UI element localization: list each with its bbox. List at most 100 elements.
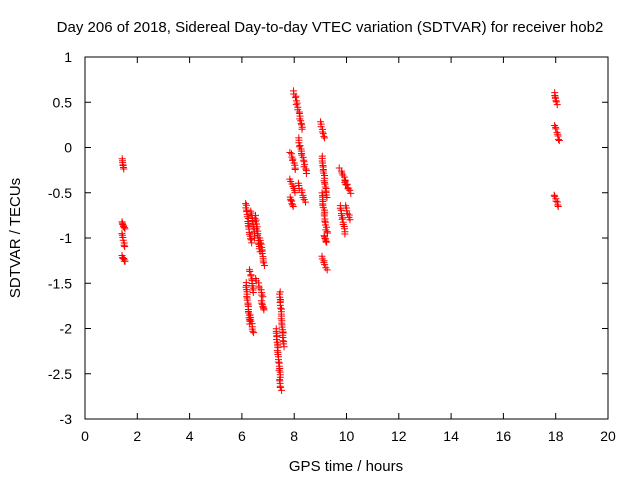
data-point [343, 207, 351, 215]
data-point [248, 239, 256, 247]
data-point [302, 165, 310, 173]
data-point [258, 299, 266, 307]
y-tick-label: 0 [64, 140, 72, 156]
data-point [302, 169, 310, 177]
data-point [551, 121, 559, 129]
plot-frame [84, 56, 609, 420]
data-point [120, 241, 128, 249]
x-tick-label: 8 [290, 428, 298, 444]
chart-title: Day 206 of 2018, Sidereal Day-to-day VTE… [57, 19, 604, 36]
data-point [321, 183, 329, 191]
data-point [291, 166, 299, 174]
data-point [342, 180, 350, 188]
data-point [291, 94, 299, 102]
data-point [279, 337, 287, 345]
data-point [293, 99, 301, 107]
data-point [300, 156, 308, 164]
data-point [321, 134, 329, 142]
data-point [554, 135, 562, 143]
x-axis-label: GPS time / hours [289, 458, 403, 475]
data-point [120, 224, 128, 232]
data-point [321, 217, 329, 225]
axis-ticks: 0 2 4 6 8 10 12 14 16 18 20 1 0.5 0 -0.5 -1 -1.5 -2 -2.5 -3 [48, 49, 616, 444]
data-point [341, 230, 349, 238]
data-point [346, 216, 354, 224]
data-point [346, 186, 354, 194]
data-point [275, 358, 283, 366]
x-tick-label: 20 [600, 428, 616, 444]
data-point [338, 215, 346, 223]
y-tick-label: -3 [60, 411, 73, 427]
x-tick-label: 10 [339, 428, 355, 444]
data-point [275, 366, 283, 374]
data-point [322, 226, 330, 234]
data-point [256, 239, 264, 247]
data-point [298, 188, 306, 196]
data-point [344, 210, 352, 218]
y-tick-label: -2.5 [48, 366, 72, 382]
data-point [554, 201, 562, 209]
data-point [555, 137, 563, 145]
data-point [246, 267, 254, 275]
data-point [291, 189, 299, 197]
data-point [323, 238, 331, 246]
data-point [552, 197, 560, 205]
data-point [260, 306, 268, 314]
y-tick-label: -1 [60, 230, 73, 246]
data-point [344, 185, 352, 193]
data-point [278, 386, 286, 394]
data-point [347, 189, 355, 197]
data-point [244, 222, 252, 230]
data-point [120, 165, 128, 173]
data-point [121, 225, 129, 233]
x-tick-label: 4 [186, 428, 194, 444]
data-point [277, 304, 285, 312]
data-point [289, 201, 297, 209]
y-tick-label: 0.5 [53, 94, 73, 110]
data-point [323, 266, 331, 274]
data-point [280, 343, 288, 351]
data-point [322, 237, 330, 245]
data-point [243, 296, 251, 304]
data-point [247, 235, 255, 243]
x-tick-label: 18 [548, 428, 564, 444]
data-point [554, 203, 562, 211]
data-points [118, 87, 563, 394]
data-point [121, 257, 129, 265]
data-point [553, 101, 561, 109]
data-point [246, 315, 254, 323]
data-point [298, 125, 306, 133]
data-point [247, 272, 255, 280]
y-tick-label: -0.5 [48, 185, 72, 201]
data-point [320, 132, 328, 140]
x-tick-label: 14 [443, 428, 459, 444]
data-point [261, 261, 269, 269]
x-tick-label: 16 [496, 428, 512, 444]
data-point [302, 198, 310, 206]
y-tick-label: -2 [60, 321, 73, 337]
y-tick-label: 1 [64, 49, 72, 65]
data-point [249, 327, 257, 335]
data-point [259, 293, 267, 301]
data-point [343, 181, 351, 189]
data-point [552, 125, 560, 133]
data-point [287, 197, 295, 205]
data-point [273, 347, 281, 355]
x-tick-label: 12 [391, 428, 407, 444]
y-tick-label: -1.5 [48, 275, 72, 291]
data-point [553, 128, 561, 136]
data-point [250, 329, 258, 337]
y-axis-label: SDTVAR / TECUs [7, 178, 24, 298]
data-point [296, 142, 304, 150]
data-point [319, 128, 327, 136]
x-tick-label: 2 [133, 428, 141, 444]
data-point [289, 203, 297, 211]
data-point [252, 211, 260, 219]
data-point [249, 289, 257, 297]
data-point [276, 384, 284, 392]
data-point [121, 243, 129, 251]
data-point [321, 261, 329, 269]
data-point [286, 148, 294, 156]
data-point [258, 249, 266, 257]
